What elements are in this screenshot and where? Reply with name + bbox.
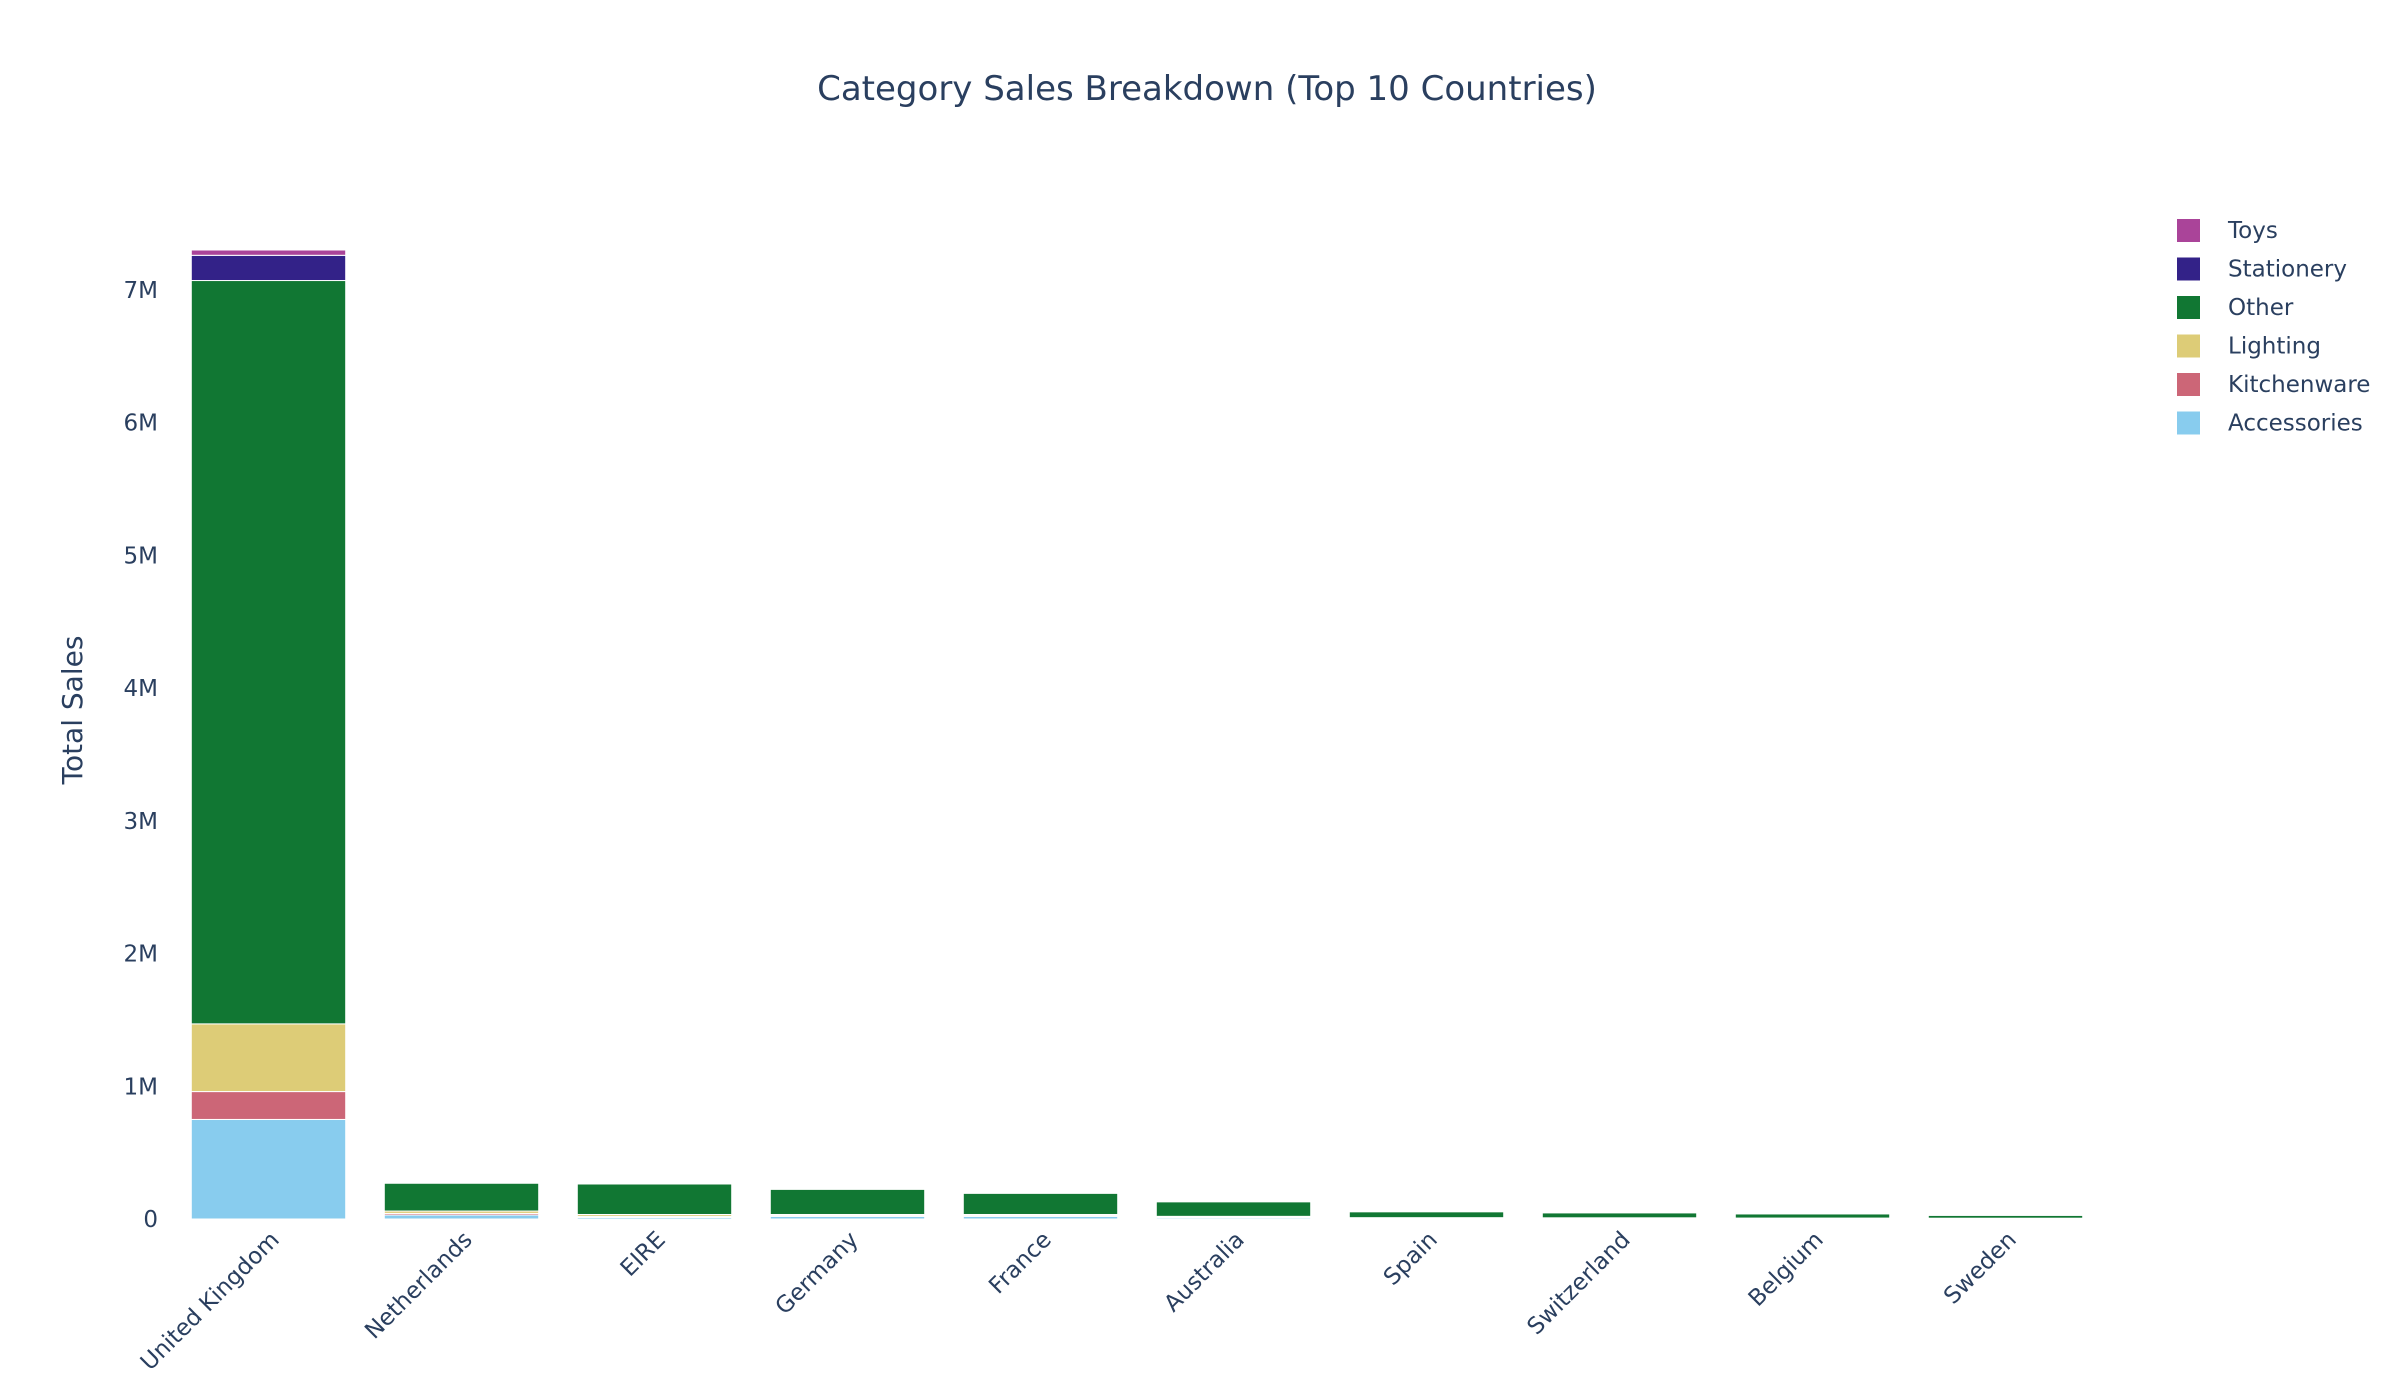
y-axis-label: Total Sales bbox=[56, 636, 89, 786]
x-tick-label: Netherlands bbox=[360, 1227, 478, 1345]
legend-item-other[interactable]: Other bbox=[2177, 295, 2294, 321]
bar-other-belgium[interactable] bbox=[1734, 1213, 1891, 1219]
y-tick-label: 1M bbox=[124, 1074, 158, 1100]
bar-lighting-united-kingdom[interactable] bbox=[190, 1023, 347, 1093]
legend-swatch bbox=[2177, 219, 2200, 242]
bar-accessories-united-kingdom[interactable] bbox=[190, 1118, 347, 1220]
bars bbox=[190, 249, 2084, 1220]
legend-swatch bbox=[2177, 334, 2200, 358]
bar-other-australia[interactable] bbox=[1155, 1201, 1312, 1217]
legend-item-kitchenware[interactable]: Kitchenware bbox=[2177, 372, 2370, 398]
y-tick-label: 5M bbox=[124, 543, 158, 569]
bar-other-france[interactable] bbox=[962, 1192, 1119, 1215]
y-tick-label: 3M bbox=[124, 809, 158, 835]
y-axis-ticks: 0 1M 2M 3M 4M 5M 6M 7M bbox=[124, 278, 158, 1233]
x-tick-label: France bbox=[984, 1227, 1056, 1299]
legend-label: Toys bbox=[2227, 218, 2278, 244]
x-axis-ticks: United Kingdom Netherlands EIRE Germany Fran… bbox=[136, 1227, 2022, 1376]
y-tick-label: 7M bbox=[124, 278, 158, 304]
bar-other-eire[interactable] bbox=[576, 1183, 733, 1215]
bar-other-spain[interactable] bbox=[1348, 1211, 1505, 1219]
legend-label: Other bbox=[2228, 295, 2294, 321]
x-tick-label: Germany bbox=[771, 1227, 864, 1320]
bar-stationery-united-kingdom[interactable] bbox=[190, 254, 347, 282]
x-tick-label: Switzerland bbox=[1522, 1227, 1635, 1340]
legend-swatch bbox=[2177, 373, 2200, 396]
legend-item-stationery[interactable]: Stationery bbox=[2177, 257, 2347, 283]
legend[interactable]: Toys Stationery Other Lighting Kitchenware Ac… bbox=[2177, 218, 2370, 437]
legend-item-lighting[interactable]: Lighting bbox=[2177, 334, 2321, 360]
bar-other-united-kingdom[interactable] bbox=[190, 280, 347, 1025]
bar-other-germany[interactable] bbox=[769, 1188, 926, 1215]
bar-other-switzerland[interactable] bbox=[1541, 1212, 1698, 1219]
legend-swatch bbox=[2177, 296, 2200, 319]
legend-swatch bbox=[2177, 257, 2200, 281]
y-tick-label: 4M bbox=[124, 676, 158, 702]
legend-label: Lighting bbox=[2228, 334, 2321, 360]
x-tick-label: Australia bbox=[1159, 1227, 1249, 1317]
legend-label: Kitchenware bbox=[2228, 372, 2370, 398]
x-tick-label: Spain bbox=[1379, 1227, 1443, 1291]
y-tick-label: 2M bbox=[124, 942, 158, 968]
chart-title: Category Sales Breakdown (Top 10 Countri… bbox=[817, 69, 1597, 109]
x-tick-label: Belgium bbox=[1744, 1227, 1829, 1312]
y-tick-label: 0 bbox=[143, 1207, 158, 1233]
x-tick-label: Sweden bbox=[1939, 1227, 2022, 1310]
legend-label: Stationery bbox=[2228, 257, 2347, 283]
bar-accessories-netherlands[interactable] bbox=[383, 1214, 540, 1220]
legend-swatch bbox=[2177, 411, 2200, 435]
legend-item-accessories[interactable]: Accessories bbox=[2177, 411, 2363, 437]
x-tick-label: EIRE bbox=[616, 1227, 671, 1282]
bar-kitchenware-united-kingdom[interactable] bbox=[190, 1091, 347, 1120]
legend-label: Accessories bbox=[2228, 411, 2363, 437]
legend-item-toys[interactable]: Toys bbox=[2177, 218, 2278, 244]
y-tick-label: 6M bbox=[124, 411, 158, 437]
x-tick-label: United Kingdom bbox=[136, 1227, 285, 1376]
bar-other-netherlands[interactable] bbox=[383, 1182, 540, 1212]
bar-toys-united-kingdom[interactable] bbox=[190, 249, 347, 256]
